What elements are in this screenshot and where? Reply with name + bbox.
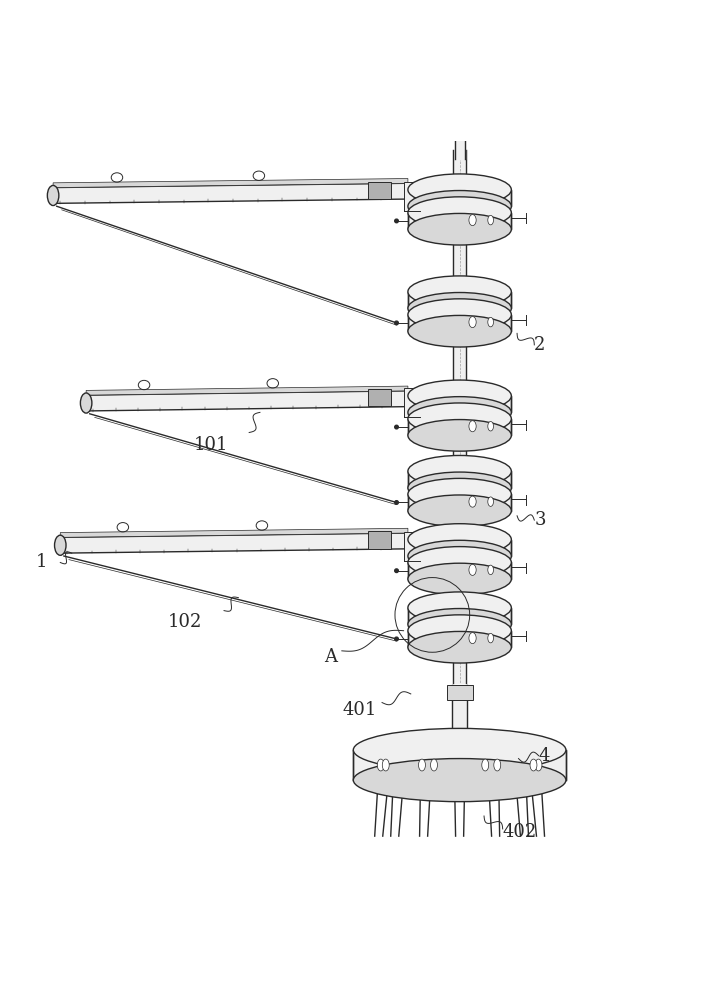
Polygon shape — [61, 528, 408, 537]
Bar — [404, 532, 420, 561]
Ellipse shape — [488, 215, 493, 225]
Ellipse shape — [55, 535, 66, 555]
Ellipse shape — [408, 472, 511, 504]
Ellipse shape — [469, 496, 476, 507]
Polygon shape — [61, 533, 408, 553]
Circle shape — [394, 637, 398, 641]
Text: 402: 402 — [503, 823, 537, 841]
Ellipse shape — [408, 563, 511, 595]
Ellipse shape — [408, 299, 511, 330]
Ellipse shape — [408, 609, 511, 640]
FancyBboxPatch shape — [353, 750, 566, 780]
Ellipse shape — [408, 397, 511, 428]
FancyBboxPatch shape — [408, 292, 511, 308]
Text: 101: 101 — [194, 436, 229, 454]
Circle shape — [394, 569, 398, 573]
FancyBboxPatch shape — [408, 213, 511, 229]
Ellipse shape — [408, 524, 511, 555]
FancyBboxPatch shape — [408, 540, 511, 556]
Ellipse shape — [488, 317, 493, 327]
Text: 102: 102 — [168, 613, 203, 631]
Circle shape — [394, 219, 398, 223]
Polygon shape — [86, 386, 408, 395]
Ellipse shape — [408, 420, 511, 451]
Ellipse shape — [488, 497, 493, 506]
Text: 4: 4 — [539, 747, 550, 765]
Ellipse shape — [469, 633, 476, 644]
Polygon shape — [53, 179, 408, 188]
Text: 3: 3 — [534, 511, 546, 529]
Ellipse shape — [48, 185, 59, 206]
Ellipse shape — [377, 759, 384, 771]
FancyBboxPatch shape — [408, 315, 511, 331]
Ellipse shape — [453, 113, 466, 118]
Circle shape — [394, 321, 398, 325]
Ellipse shape — [469, 317, 476, 328]
Circle shape — [394, 425, 398, 429]
FancyBboxPatch shape — [408, 190, 511, 206]
Circle shape — [394, 501, 398, 504]
FancyBboxPatch shape — [408, 471, 511, 488]
Bar — [368, 389, 392, 406]
Ellipse shape — [81, 393, 92, 413]
Ellipse shape — [408, 403, 511, 435]
Ellipse shape — [469, 215, 476, 226]
Ellipse shape — [530, 759, 537, 771]
Ellipse shape — [408, 547, 511, 578]
Ellipse shape — [488, 565, 493, 575]
Polygon shape — [86, 391, 408, 411]
Ellipse shape — [353, 759, 566, 802]
FancyBboxPatch shape — [408, 419, 511, 435]
Ellipse shape — [488, 633, 493, 643]
Ellipse shape — [482, 759, 489, 771]
Ellipse shape — [353, 728, 566, 771]
Ellipse shape — [408, 631, 511, 663]
Polygon shape — [53, 183, 408, 203]
Ellipse shape — [408, 197, 511, 228]
FancyBboxPatch shape — [408, 494, 511, 511]
Ellipse shape — [488, 421, 493, 431]
Ellipse shape — [408, 174, 511, 206]
Ellipse shape — [430, 759, 438, 771]
Ellipse shape — [494, 759, 500, 771]
Text: 1: 1 — [36, 553, 48, 571]
FancyBboxPatch shape — [408, 562, 511, 579]
Ellipse shape — [408, 380, 511, 412]
Text: 2: 2 — [534, 336, 546, 354]
Ellipse shape — [408, 293, 511, 324]
Ellipse shape — [408, 315, 511, 347]
Ellipse shape — [382, 759, 389, 771]
Ellipse shape — [408, 213, 511, 245]
Text: 401: 401 — [342, 701, 377, 719]
Ellipse shape — [408, 615, 511, 646]
Ellipse shape — [469, 564, 476, 575]
Ellipse shape — [408, 455, 511, 487]
Ellipse shape — [408, 191, 511, 222]
Ellipse shape — [408, 495, 511, 527]
Bar — [404, 182, 420, 211]
Ellipse shape — [448, 130, 471, 137]
Bar — [404, 388, 420, 417]
Ellipse shape — [408, 478, 511, 510]
FancyBboxPatch shape — [408, 608, 511, 624]
Bar — [368, 531, 392, 549]
Ellipse shape — [408, 276, 511, 308]
Text: A: A — [324, 648, 337, 666]
Ellipse shape — [469, 421, 476, 432]
Bar — [447, 685, 472, 700]
Ellipse shape — [408, 540, 511, 572]
Ellipse shape — [408, 592, 511, 624]
FancyBboxPatch shape — [408, 396, 511, 412]
FancyBboxPatch shape — [408, 631, 511, 647]
Ellipse shape — [535, 759, 542, 771]
Ellipse shape — [418, 759, 425, 771]
Bar — [368, 182, 392, 199]
